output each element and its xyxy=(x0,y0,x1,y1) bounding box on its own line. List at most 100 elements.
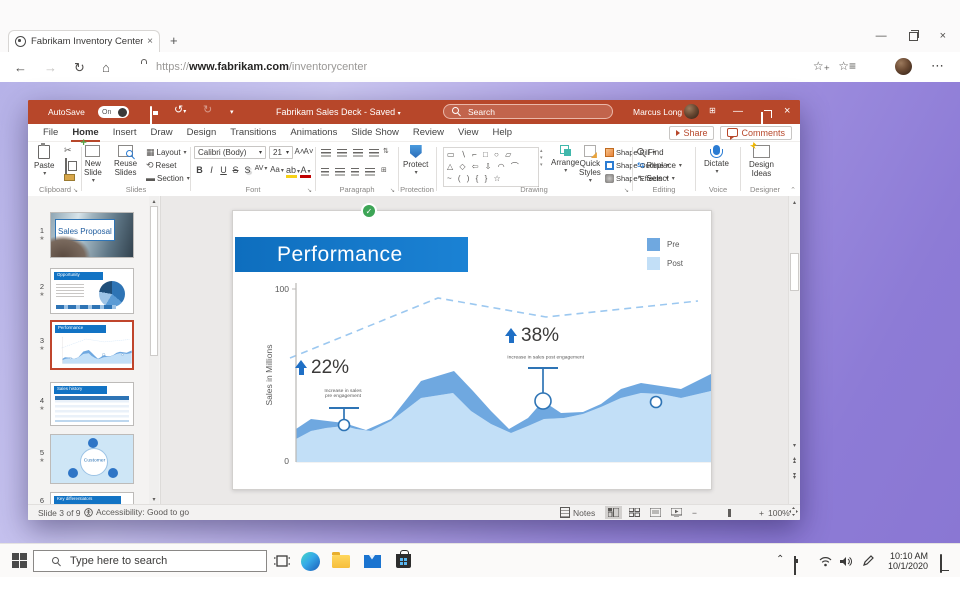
store-icon[interactable] xyxy=(393,550,413,571)
strikethrough-button[interactable]: S xyxy=(232,165,239,175)
tab-view[interactable]: View xyxy=(458,127,479,138)
browser-menu-icon[interactable]: ⋯ xyxy=(931,58,944,73)
add-favorite-icon[interactable]: ☆₊ xyxy=(812,59,830,73)
annotation-38[interactable]: 38% xyxy=(505,325,559,347)
user-avatar[interactable] xyxy=(684,104,699,119)
numbering-icon[interactable] xyxy=(337,149,347,157)
char-spacing-button[interactable]: AV xyxy=(254,165,268,172)
zoom-out-button[interactable]: − xyxy=(692,508,697,518)
browser-minimize-button[interactable]: — xyxy=(875,30,887,42)
edge-browser-icon[interactable] xyxy=(300,551,320,571)
collapse-ribbon-icon[interactable]: ⌃ xyxy=(790,187,796,194)
thumbnail-slide-5[interactable]: Customer xyxy=(50,434,134,484)
browser-restore-button[interactable] xyxy=(908,29,920,41)
forward-icon[interactable]: → xyxy=(44,60,57,75)
autosave-toggle[interactable]: On xyxy=(98,106,129,118)
normal-view-button[interactable] xyxy=(605,506,622,519)
editor-scrollbar[interactable]: ▴ ▾ ▴ ▴ ▾ ▾ xyxy=(788,196,800,505)
slide-sorter-button[interactable] xyxy=(626,506,643,519)
reset-button[interactable]: ⟲ Reset xyxy=(146,160,177,171)
scroll-down-icon[interactable]: ▾ xyxy=(792,443,796,449)
thumbnail-slide-1[interactable]: Sales Proposal xyxy=(50,212,134,258)
indent-decrease-icon[interactable] xyxy=(353,149,363,157)
redo-icon[interactable]: ↻ xyxy=(203,104,213,116)
tab-file[interactable]: File xyxy=(43,127,59,138)
share-button[interactable]: Share xyxy=(669,125,715,140)
layout-button[interactable]: ▦ Layout xyxy=(146,148,187,158)
home-icon[interactable]: ⌂ xyxy=(102,60,110,75)
qat-customize-icon[interactable]: ▾ xyxy=(230,109,234,116)
reading-view-button[interactable] xyxy=(647,506,664,519)
ppt-search-box[interactable]: Search xyxy=(443,104,613,119)
ppt-minimize-button[interactable]: — xyxy=(733,106,743,117)
tab-close-icon[interactable]: × xyxy=(147,36,153,47)
design-ideas-button[interactable]: Design Ideas xyxy=(749,145,774,178)
tab-home[interactable]: Home xyxy=(65,124,105,142)
grow-font-icon[interactable]: A˄ xyxy=(294,147,305,156)
accessibility-status[interactable]: Accessibility: Good to go xyxy=(84,507,189,517)
task-view-button[interactable] xyxy=(272,551,292,571)
zoom-level[interactable]: 100% xyxy=(768,508,790,518)
action-center-icon[interactable] xyxy=(940,554,942,573)
quick-styles-button[interactable]: Quick Styles xyxy=(579,145,601,186)
save-icon[interactable] xyxy=(150,106,152,125)
back-icon[interactable]: ← xyxy=(14,60,27,75)
tab-insert[interactable]: Insert xyxy=(112,127,137,138)
text-shadow-button[interactable]: S xyxy=(244,165,251,175)
section-button[interactable]: ▬ Section xyxy=(146,174,190,184)
thumbnail-scrollbar-thumb[interactable] xyxy=(150,206,158,356)
cut-icon[interactable]: ✂ xyxy=(64,145,72,155)
thumbnail-slide-4[interactable]: Sales history xyxy=(50,382,134,426)
underline-button[interactable]: U xyxy=(220,165,227,175)
legend-item-pre[interactable]: Pre xyxy=(647,238,679,251)
battery-icon[interactable] xyxy=(794,556,796,575)
tab-help[interactable]: Help xyxy=(492,127,512,138)
undo-icon[interactable]: ↺▾ xyxy=(174,104,187,116)
clock[interactable]: 10:10 AM 10/1/2020 xyxy=(880,551,928,571)
justify-icon[interactable] xyxy=(365,168,375,176)
comments-button[interactable]: Comments xyxy=(720,125,792,140)
align-right-icon[interactable] xyxy=(351,168,359,176)
user-name[interactable]: Marcus Long xyxy=(633,107,683,117)
highlight-button[interactable]: ab xyxy=(286,165,297,178)
url-text[interactable]: https://www.fabrikam.com/inventorycenter xyxy=(156,61,367,73)
thumbnail-slide-3-selected[interactable]: Performance xyxy=(50,320,134,370)
scroll-down-icon[interactable]: ▾ xyxy=(152,497,156,503)
annotation-22[interactable]: 22% xyxy=(295,357,349,379)
previous-slide-button[interactable]: ▴ ▴ xyxy=(792,456,796,465)
tab-review[interactable]: Review xyxy=(412,127,445,138)
shrink-font-icon[interactable]: A˅ xyxy=(303,147,314,156)
line-spacing-icon[interactable] xyxy=(369,149,379,157)
new-tab-button[interactable]: + xyxy=(170,33,178,48)
legend-item-post[interactable]: Post xyxy=(647,257,683,270)
select-button[interactable]: ↖ Select xyxy=(637,174,675,184)
font-name-select[interactable]: Calibri (Body) ▾ xyxy=(194,146,266,159)
tab-draw[interactable]: Draw xyxy=(150,127,173,138)
tab-design[interactable]: Design xyxy=(186,127,217,138)
font-dialog-launcher[interactable]: ↘ xyxy=(306,188,312,194)
shapes-gallery[interactable]: ▭ ∖ ⌐ □ ○ ▱ △ ◇ ⇦ ⇩ ◠ ⌒ ~ ( ) { } ☆ xyxy=(443,147,539,187)
area-chart[interactable] xyxy=(233,211,713,491)
fit-slide-button[interactable] xyxy=(789,507,798,518)
text-direction-icon[interactable]: ⇅ xyxy=(383,148,389,155)
editor-scrollbar-thumb[interactable] xyxy=(790,253,799,291)
browser-profile-avatar[interactable] xyxy=(895,58,912,75)
drawing-dialog-launcher[interactable]: ↘ xyxy=(623,188,629,194)
protect-button[interactable]: Protect xyxy=(403,145,428,178)
thumbnail-slide-6[interactable]: Key differentiators xyxy=(50,492,134,506)
volume-icon[interactable] xyxy=(840,554,853,572)
align-center-icon[interactable] xyxy=(335,168,345,176)
refresh-icon[interactable]: ↻ xyxy=(74,60,85,75)
find-button[interactable]: Find xyxy=(637,148,664,157)
reuse-slides-button[interactable]: Reuse Slides xyxy=(114,145,137,177)
tray-expand-icon[interactable]: ⌃ xyxy=(776,554,785,565)
copy-icon[interactable] xyxy=(65,158,67,177)
bold-button[interactable]: B xyxy=(196,165,203,175)
paragraph-dialog-launcher[interactable]: ↘ xyxy=(389,188,395,194)
file-explorer-icon[interactable] xyxy=(331,551,351,571)
thumbnail-slide-2[interactable]: Opportunity xyxy=(50,268,134,314)
smartart-convert-icon[interactable]: ⊞ xyxy=(381,167,387,174)
scroll-up-icon[interactable]: ▴ xyxy=(792,200,796,206)
ribbon-display-options-icon[interactable]: ⊞ xyxy=(709,106,716,115)
tab-slideshow[interactable]: Slide Show xyxy=(351,127,399,138)
